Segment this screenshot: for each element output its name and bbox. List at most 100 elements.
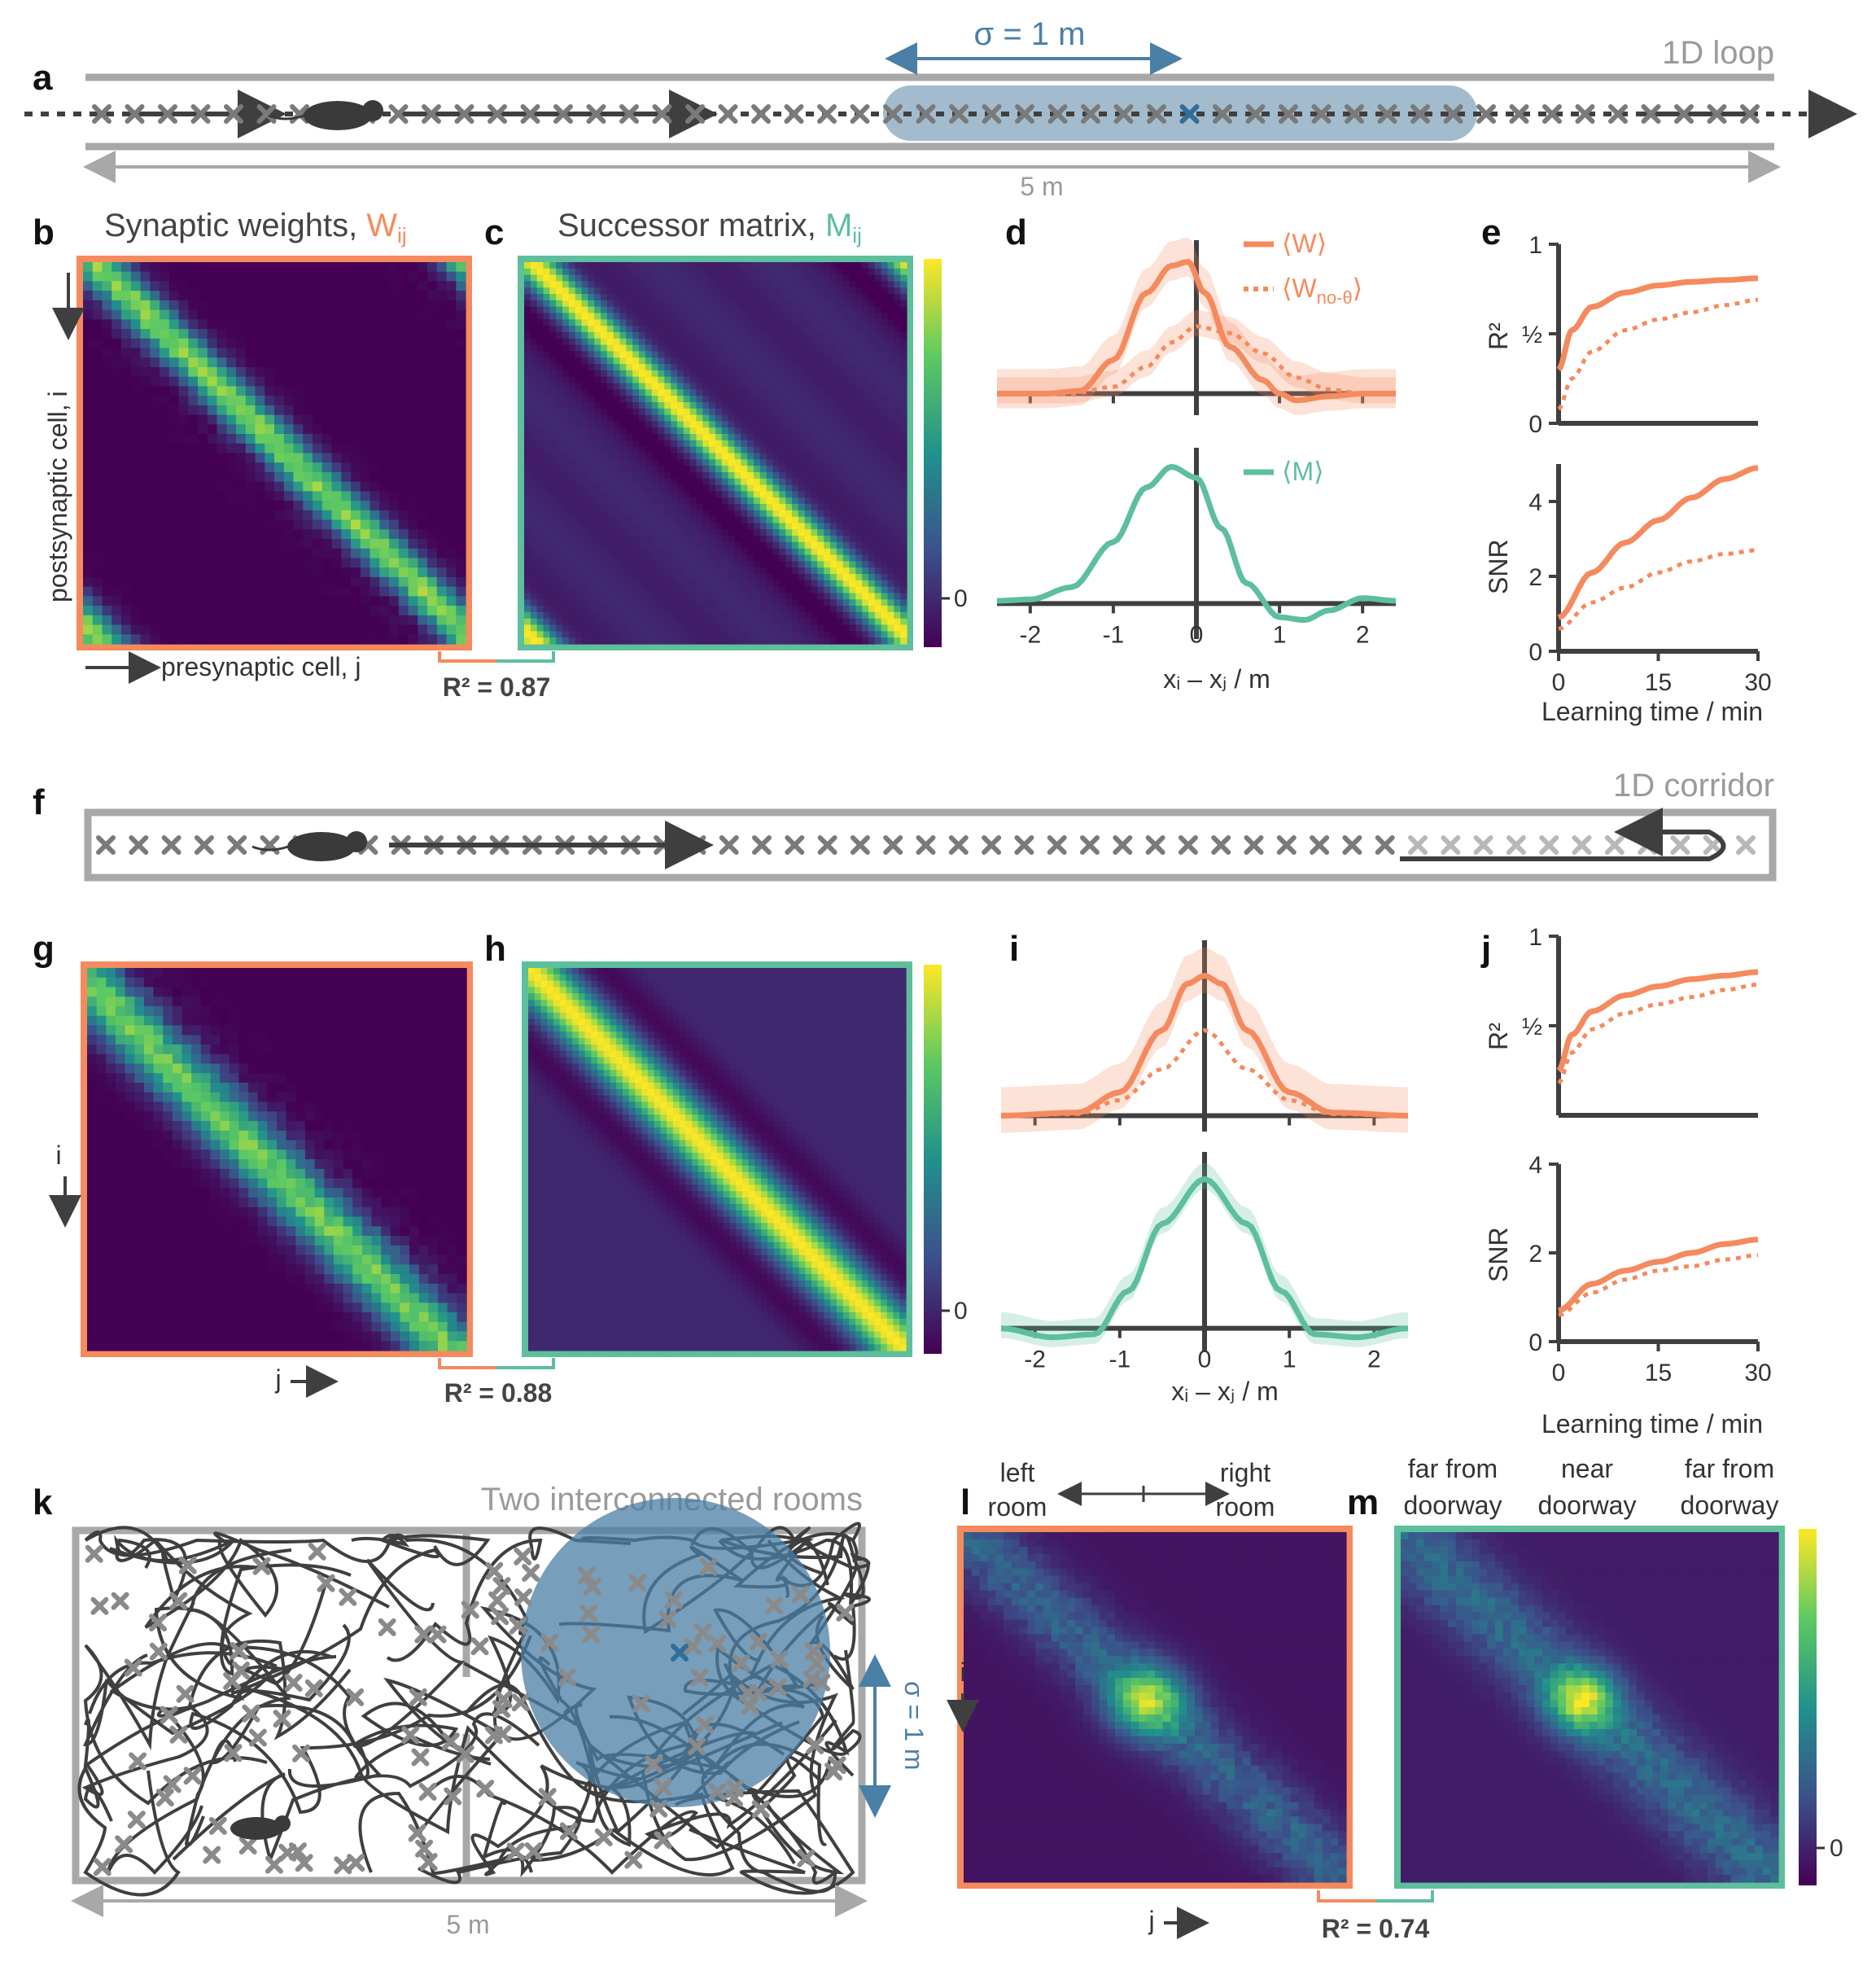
successor-cell	[671, 376, 678, 384]
successor-cell	[824, 580, 831, 588]
weight-cell	[255, 453, 265, 463]
ylabel-b: postsynaptic cell, i	[43, 391, 72, 602]
weight-cell	[436, 348, 448, 358]
successor-cell	[811, 332, 818, 339]
successor-cell	[849, 491, 856, 498]
weight-cell	[456, 281, 466, 291]
weight-cell	[245, 405, 256, 416]
successor-cell	[562, 306, 570, 314]
weight-cell	[150, 376, 160, 387]
successor-cell	[842, 396, 851, 403]
successor-cell	[645, 561, 653, 568]
successor-cell	[734, 274, 741, 282]
weight-cell	[379, 462, 390, 473]
successor-cell	[747, 574, 754, 581]
successor-cell	[683, 580, 691, 588]
weight-cell	[216, 414, 227, 425]
weight-cell	[274, 281, 285, 291]
successor-cell	[575, 338, 583, 346]
successor-cell	[632, 472, 640, 479]
weight-cell	[265, 357, 275, 368]
successor-cell	[601, 306, 608, 314]
successor-cell	[696, 440, 703, 448]
successor-cell	[874, 484, 882, 492]
successor-cell	[619, 313, 627, 320]
successor-cell	[887, 466, 894, 473]
successor-cell	[772, 491, 780, 498]
successor-cell	[613, 427, 621, 435]
weight-cell	[216, 462, 227, 473]
weight-cell	[408, 271, 418, 282]
successor-cell	[721, 274, 729, 282]
successor-cell	[613, 357, 621, 365]
weight-cell	[188, 576, 199, 588]
successor-cell	[536, 497, 544, 505]
successor-cell	[785, 554, 793, 562]
successor-cell	[881, 446, 889, 454]
weight-cell	[188, 481, 199, 492]
successor-cell	[632, 478, 640, 486]
weight-cell	[456, 386, 466, 396]
successor-cell	[881, 529, 889, 536]
successor-cell	[798, 440, 806, 448]
successor-cell	[689, 338, 697, 346]
successor-cell	[601, 484, 608, 492]
weight-cell	[446, 529, 457, 540]
successor-cell	[562, 440, 570, 448]
successor-cell	[671, 529, 678, 536]
weight-cell	[160, 376, 170, 387]
weight-cell	[331, 414, 342, 425]
successor-cell	[530, 491, 538, 498]
successor-cell	[721, 370, 729, 378]
successor-cell	[651, 574, 659, 581]
weight-cell	[226, 434, 237, 444]
successor-cell	[811, 466, 818, 473]
successor-cell	[855, 541, 863, 550]
weight-cell	[303, 386, 313, 396]
successor-cell	[568, 453, 576, 460]
successor-cell	[530, 300, 538, 308]
weight-cell	[168, 309, 180, 320]
successor-cell	[549, 408, 557, 416]
successor-cell	[836, 332, 844, 339]
successor-cell	[664, 351, 671, 358]
successor-cell	[772, 376, 780, 384]
successor-cell	[613, 561, 621, 568]
successor-cell	[779, 396, 786, 403]
successor-cell	[709, 427, 716, 435]
weight-cell	[226, 367, 237, 378]
successor-cell	[601, 497, 608, 505]
successor-cell	[588, 402, 595, 409]
successor-cell	[626, 484, 633, 492]
weight-cell	[456, 615, 466, 626]
successor-cell	[894, 313, 901, 320]
successor-cell	[568, 414, 576, 422]
weight-cell	[283, 434, 295, 444]
successor-cell	[664, 396, 671, 403]
successor-cell	[619, 599, 627, 606]
successor-cell	[849, 478, 856, 486]
successor-cell	[874, 376, 882, 384]
successor-cell	[568, 402, 576, 409]
place-cell-cross	[1542, 104, 1562, 124]
weight-cell	[341, 262, 352, 273]
weight-cell	[226, 481, 237, 492]
successor-cell	[741, 510, 748, 518]
successor-cell	[734, 408, 741, 416]
successor-cell	[894, 606, 901, 613]
successor-cell	[728, 306, 736, 314]
successor-cell	[887, 491, 894, 498]
weight-cell	[313, 586, 323, 597]
successor-cell	[862, 536, 869, 543]
successor-cell	[734, 536, 741, 543]
successor-cell	[887, 313, 894, 320]
weight-cell	[83, 281, 94, 291]
successor-cell	[683, 414, 691, 422]
successor-cell	[728, 421, 736, 428]
successor-cell	[817, 262, 824, 269]
successor-cell	[601, 541, 608, 550]
successor-cell	[581, 287, 588, 295]
weight-cell	[303, 357, 313, 368]
successor-cell	[772, 599, 780, 606]
successor-cell	[639, 326, 646, 333]
